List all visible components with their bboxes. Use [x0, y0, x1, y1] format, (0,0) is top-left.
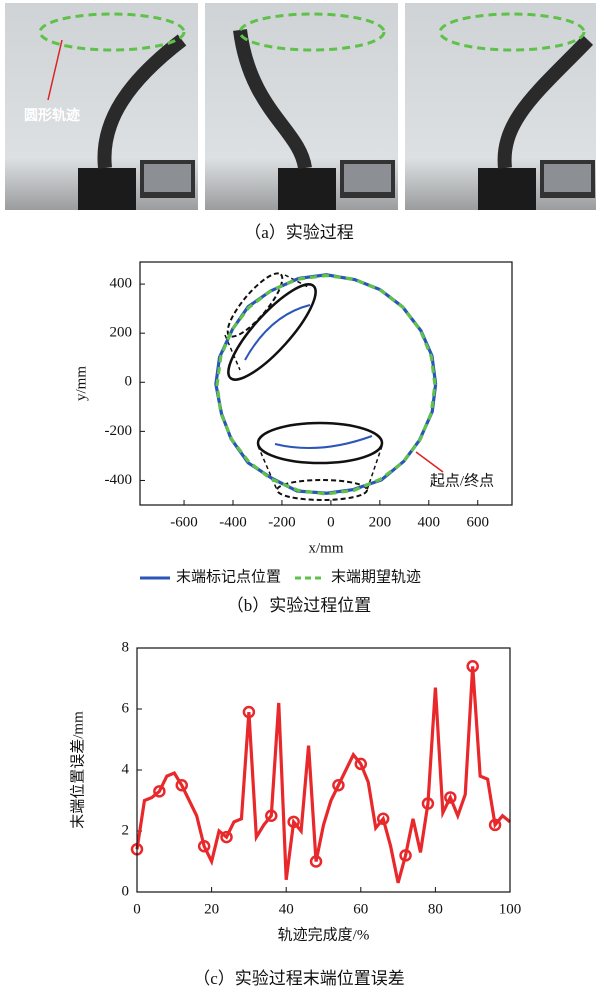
y-tick-label: 200 [110, 325, 133, 341]
x-tick-label: 0 [327, 514, 335, 530]
legend-label: 末端期望轨迹 [331, 568, 421, 585]
figure: 圆形轨迹 （a）实验过程 起点/终点 -600-400-200020040060… [0, 0, 597, 996]
page: {"panel_a": {"annotation": "圆形轨迹", "capt… [0, 0, 597, 996]
x-tick-label: -400 [219, 514, 247, 530]
series-line [137, 666, 510, 883]
x-tick-label: -200 [268, 514, 296, 530]
plot-frame [140, 262, 512, 505]
x-tick-label: 80 [428, 901, 443, 917]
x-tick-label: 20 [204, 901, 219, 917]
zoom-callout [217, 267, 382, 500]
y-axis-label: 末端位置误差/mm [69, 711, 86, 829]
y-tick-label: 2 [122, 822, 130, 838]
x-tick-label: 600 [466, 514, 489, 530]
legend-label: 末端标记点位置 [176, 568, 281, 585]
y-tick-label: -400 [105, 472, 133, 488]
x-tick-label: 0 [133, 901, 141, 917]
annotation-arrow [416, 452, 443, 472]
y-tick-label: 8 [122, 639, 130, 655]
caption: （b）实验过程位置 [227, 596, 372, 615]
y-tick-label: -200 [105, 423, 133, 439]
caption: （a）实验过程 [244, 223, 354, 242]
photo [5, 3, 198, 210]
x-axis-label: x/mm [308, 540, 343, 556]
x-tick-label: 100 [499, 901, 522, 917]
annotation: 起点/终点 [430, 472, 494, 489]
x-tick-label: 200 [369, 514, 392, 530]
y-tick-label: 400 [110, 276, 133, 292]
x-tick-label: 60 [353, 901, 368, 917]
x-axis-label: 轨迹完成度/% [278, 926, 370, 943]
y-tick-label: 4 [122, 761, 130, 777]
x-tick-label: 400 [418, 514, 441, 530]
x-tick-label: 40 [279, 901, 294, 917]
y-axis-label: y/mm [73, 366, 89, 401]
x-tick-label: -600 [170, 514, 198, 530]
y-tick-label: 0 [122, 883, 130, 899]
y-tick-label: 6 [122, 700, 130, 716]
photo [405, 3, 596, 210]
plot-frame [137, 648, 510, 892]
y-tick-label: 0 [125, 374, 133, 390]
photo [205, 3, 398, 210]
annotation: 圆形轨迹 [24, 107, 80, 124]
caption: （c）实验过程末端位置误差 [193, 969, 405, 988]
